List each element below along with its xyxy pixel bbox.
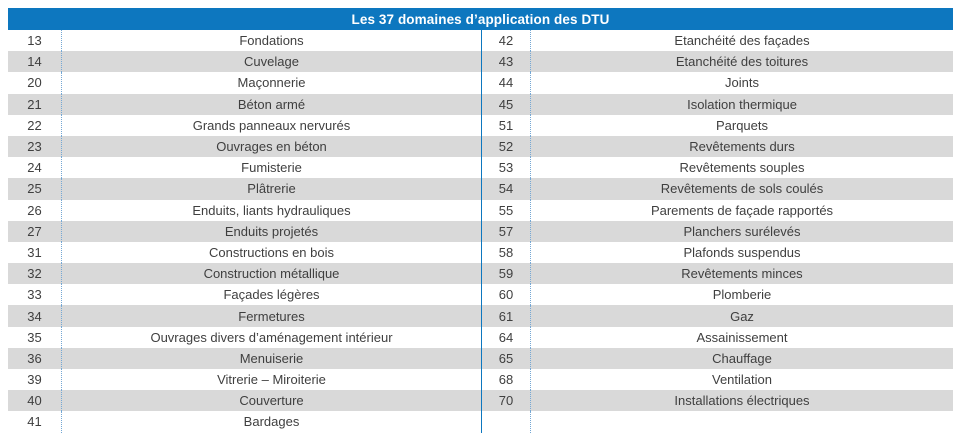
- right-dtu-domain: Revêtements minces: [681, 266, 803, 282]
- left-dtu-domain: Enduits, liants hydrauliques: [192, 202, 351, 218]
- left-dtu-number: 27: [8, 220, 62, 242]
- left-dtu-domain: Béton armé: [237, 96, 306, 112]
- right-dtu-domain: Joints: [725, 75, 759, 91]
- left-dtu-domain: Fumisterie: [241, 160, 302, 176]
- right-dtu-number: 43: [481, 51, 531, 73]
- left-dtu-domain: Constructions en bois: [208, 244, 334, 260]
- left-dtu-number: 26: [8, 199, 62, 221]
- table-row: 36 Menuiserie 65 Chauffage: [8, 347, 953, 369]
- left-dtu-domain: Construction métallique: [203, 266, 340, 282]
- table-row: 33 Façades légères 60 Plomberie: [8, 284, 953, 306]
- table-row: 13 Fondations 42 Etanchéité des façades: [8, 30, 953, 52]
- left-dtu-domain: Enduits projetés: [224, 223, 319, 239]
- left-dtu-domain: Maçonnerie: [237, 75, 306, 91]
- right-dtu-number: [481, 411, 531, 433]
- table-row: 32 Construction métallique 59 Revêtement…: [8, 263, 953, 285]
- table-body: 13 Fondations 42 Etanchéité des façades …: [8, 30, 953, 433]
- table-row: 40 Couverture 70 Installations électriqu…: [8, 390, 953, 412]
- right-dtu-number: 70: [481, 390, 531, 412]
- left-dtu-number: 31: [8, 241, 62, 264]
- right-dtu-number: 61: [481, 305, 531, 327]
- left-dtu-number: 20: [8, 72, 62, 94]
- left-dtu-number: 32: [8, 263, 62, 285]
- left-dtu-number: 40: [8, 390, 62, 412]
- left-dtu-number: 14: [8, 51, 62, 73]
- right-dtu-number: 59: [481, 263, 531, 285]
- right-dtu-domain: Planchers surélevés: [683, 223, 801, 239]
- table-row: 41 Bardages: [8, 411, 953, 433]
- left-dtu-domain: Plâtrerie: [247, 181, 296, 197]
- right-dtu-domain: Isolation thermique: [687, 96, 797, 112]
- left-dtu-domain: Cuvelage: [244, 54, 299, 70]
- right-dtu-number: 54: [481, 178, 531, 200]
- right-dtu-domain: Assainissement: [696, 329, 788, 345]
- left-dtu-domain: Façades légères: [223, 287, 320, 303]
- right-dtu-number: 68: [481, 369, 531, 391]
- right-dtu-number: 42: [481, 30, 531, 52]
- right-dtu-number: 55: [481, 199, 531, 221]
- left-dtu-domain: Grands panneaux nervurés: [192, 117, 351, 133]
- table-row: 23 Ouvrages en béton 52 Revêtements durs: [8, 135, 953, 158]
- right-dtu-domain: Ventilation: [712, 372, 772, 388]
- left-dtu-number: 13: [8, 30, 62, 52]
- dtu-domains-table: Les 37 domaines d’application des DTU 13…: [8, 8, 953, 433]
- left-dtu-number: 23: [8, 135, 62, 158]
- right-dtu-domain: Etanchéité des toitures: [675, 54, 809, 70]
- right-dtu-domain: [531, 411, 953, 432]
- table-row: 31 Constructions en bois 58 Plafonds sus…: [8, 241, 953, 264]
- right-dtu-domain: Etanchéité des façades: [674, 33, 810, 49]
- right-dtu-number: 65: [481, 347, 531, 369]
- left-dtu-number: 22: [8, 114, 62, 136]
- left-dtu-number: 41: [8, 411, 62, 433]
- right-dtu-number: 44: [481, 72, 531, 94]
- left-dtu-domain: Menuiserie: [239, 350, 304, 366]
- right-dtu-domain: Revêtements de sols coulés: [660, 181, 824, 197]
- left-dtu-number: 21: [8, 93, 62, 115]
- table-row: 26 Enduits, liants hydrauliques 55 Parem…: [8, 199, 953, 221]
- left-dtu-domain: Fermetures: [238, 308, 305, 324]
- left-dtu-number: 24: [8, 157, 62, 179]
- right-dtu-domain: Plafonds suspendus: [683, 244, 801, 260]
- table-row: 22 Grands panneaux nervurés 51 Parquets: [8, 114, 953, 136]
- table-row: 14 Cuvelage 43 Etanchéité des toitures: [8, 51, 953, 73]
- right-dtu-domain: Revêtements durs: [689, 139, 795, 155]
- left-dtu-domain: Vitrerie – Miroiterie: [217, 372, 326, 388]
- table-row: 34 Fermetures 61 Gaz: [8, 305, 953, 327]
- right-dtu-domain: Parquets: [715, 117, 769, 133]
- right-dtu-number: 52: [481, 135, 531, 158]
- left-dtu-domain: Ouvrages divers d’aménagement intérieur: [150, 329, 393, 345]
- right-dtu-number: 57: [481, 220, 531, 242]
- right-dtu-number: 64: [481, 326, 531, 348]
- table-row: 25 Plâtrerie 54 Revêtements de sols coul…: [8, 178, 953, 200]
- table-row: 27 Enduits projetés 57 Planchers surélev…: [8, 220, 953, 242]
- right-dtu-domain: Plomberie: [712, 287, 772, 303]
- table-title: Les 37 domaines d’application des DTU: [8, 8, 953, 30]
- right-dtu-domain: Chauffage: [712, 350, 772, 366]
- left-dtu-number: 33: [8, 284, 62, 306]
- table-row: 21 Béton armé 45 Isolation thermique: [8, 93, 953, 115]
- right-dtu-number: 60: [481, 284, 531, 306]
- left-dtu-number: 25: [8, 178, 62, 200]
- left-dtu-number: 36: [8, 347, 62, 369]
- left-dtu-domain: Ouvrages en béton: [216, 139, 327, 155]
- right-dtu-number: 45: [481, 93, 531, 115]
- left-dtu-number: 39: [8, 369, 62, 391]
- right-dtu-number: 53: [481, 157, 531, 179]
- table-row: 24 Fumisterie 53 Revêtements souples: [8, 157, 953, 179]
- table-row: 39 Vitrerie – Miroiterie 68 Ventilation: [8, 369, 953, 391]
- right-dtu-domain: Gaz: [730, 308, 754, 324]
- left-dtu-number: 34: [8, 305, 62, 327]
- table-row: 35 Ouvrages divers d’aménagement intérie…: [8, 326, 953, 348]
- right-dtu-domain: Revêtements souples: [679, 160, 805, 176]
- left-dtu-number: 35: [8, 326, 62, 348]
- right-dtu-number: 58: [481, 241, 531, 264]
- table-row: 20 Maçonnerie 44 Joints: [8, 72, 953, 94]
- left-dtu-domain: Bardages: [243, 414, 300, 430]
- left-dtu-domain: Fondations: [239, 33, 304, 49]
- right-dtu-domain: Parements de façade rapportés: [650, 202, 834, 218]
- right-dtu-number: 51: [481, 114, 531, 136]
- left-dtu-domain: Couverture: [239, 393, 304, 409]
- right-dtu-domain: Installations électriques: [674, 393, 810, 409]
